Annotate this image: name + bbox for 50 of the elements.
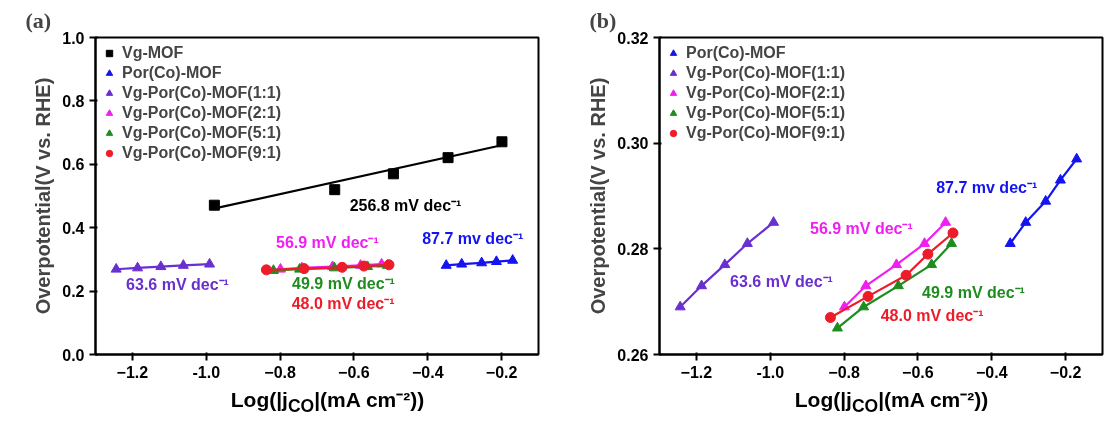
annotation: 56.9 mV dec⁻¹ (809, 220, 913, 238)
x-tick-label: −0.6 (338, 363, 370, 381)
legend-label: Vg-Por(Co)-MOF(9:1) (686, 124, 846, 142)
x-axis-title: Log(|j$_{CO}$|(mA cm⁻²)) (793, 387, 990, 419)
y-tick-label: 0.4 (62, 219, 85, 237)
y-tick-label: 0.32 (617, 29, 649, 47)
y-tick-label: 1.0 (62, 29, 85, 47)
x-tick-label: −1.2 (680, 363, 713, 381)
x-tick-label: −1.2 (116, 363, 149, 381)
y-axis-title: Overpotential(V vs. RHE) (32, 77, 55, 315)
y-tick-label: 0.8 (62, 92, 85, 110)
y-tick-label: 0.0 (62, 346, 85, 364)
y-axis-title: Overpotential(V vs. RHE) (587, 77, 610, 315)
legend-label: Vg-MOF (122, 44, 184, 62)
annotation: 56.9 mV dec⁻¹ (275, 234, 379, 252)
annotation: 256.8 mV dec⁻¹ (349, 197, 462, 215)
chart-title: (b) (589, 7, 617, 33)
x-tick-label: −0.4 (975, 363, 1008, 381)
annotation: 49.9 mV dec⁻¹ (922, 284, 1025, 302)
y-tick-label: 0.30 (617, 135, 649, 153)
y-tick-label: 0.26 (617, 346, 649, 364)
legend-label: Por(Co)-MOF (686, 44, 786, 62)
x-tick-label: −0.8 (264, 363, 296, 381)
legend-label: Vg-Por(Co)-MOF(2:1) (686, 84, 846, 102)
y-tick-label: 0.28 (617, 240, 649, 258)
annotation: 87.7 mv dec⁻¹ (422, 230, 524, 248)
legend-label: Vg-Por(Co)-MOF(9:1) (122, 144, 282, 162)
x-tick-label: −0.6 (902, 363, 934, 381)
annotation: 48.0 mV dec⁻¹ (880, 306, 984, 324)
legend-label: Vg-Por(Co)-MOF(5:1) (686, 104, 846, 122)
annotation: 49.9 mV dec⁻¹ (292, 275, 395, 293)
y-tick-label: 0.2 (62, 283, 85, 301)
legend-label: Vg-Por(Co)-MOF(5:1) (122, 124, 282, 142)
x-tick-label: -1.0 (756, 363, 785, 381)
x-tick-label: −0.2 (1049, 363, 1082, 381)
legend-label: Por(Co)-MOF (122, 64, 222, 82)
annotation: 63.6 mV dec⁻¹ (126, 276, 229, 294)
legend-label: Vg-Por(Co)-MOF(1:1) (122, 84, 282, 102)
x-tick-label: -1.0 (192, 363, 221, 381)
annotation: 48.0 mV dec⁻¹ (291, 294, 395, 312)
x-tick-label: −0.8 (828, 363, 860, 381)
x-tick-label: −0.2 (485, 363, 518, 381)
x-tick-label: −0.4 (411, 363, 444, 381)
x-axis-title: Log(|j$_{CO}$|(mA cm⁻²)) (229, 387, 426, 419)
annotation: 63.6 mV dec⁻¹ (730, 273, 833, 291)
annotation: 87.7 mv dec⁻¹ (936, 178, 1038, 196)
legend-label: Vg-Por(Co)-MOF(1:1) (686, 64, 846, 82)
chart-title: (a) (25, 7, 52, 33)
legend-label: Vg-Por(Co)-MOF(2:1) (122, 104, 282, 122)
y-tick-label: 0.6 (62, 156, 85, 174)
